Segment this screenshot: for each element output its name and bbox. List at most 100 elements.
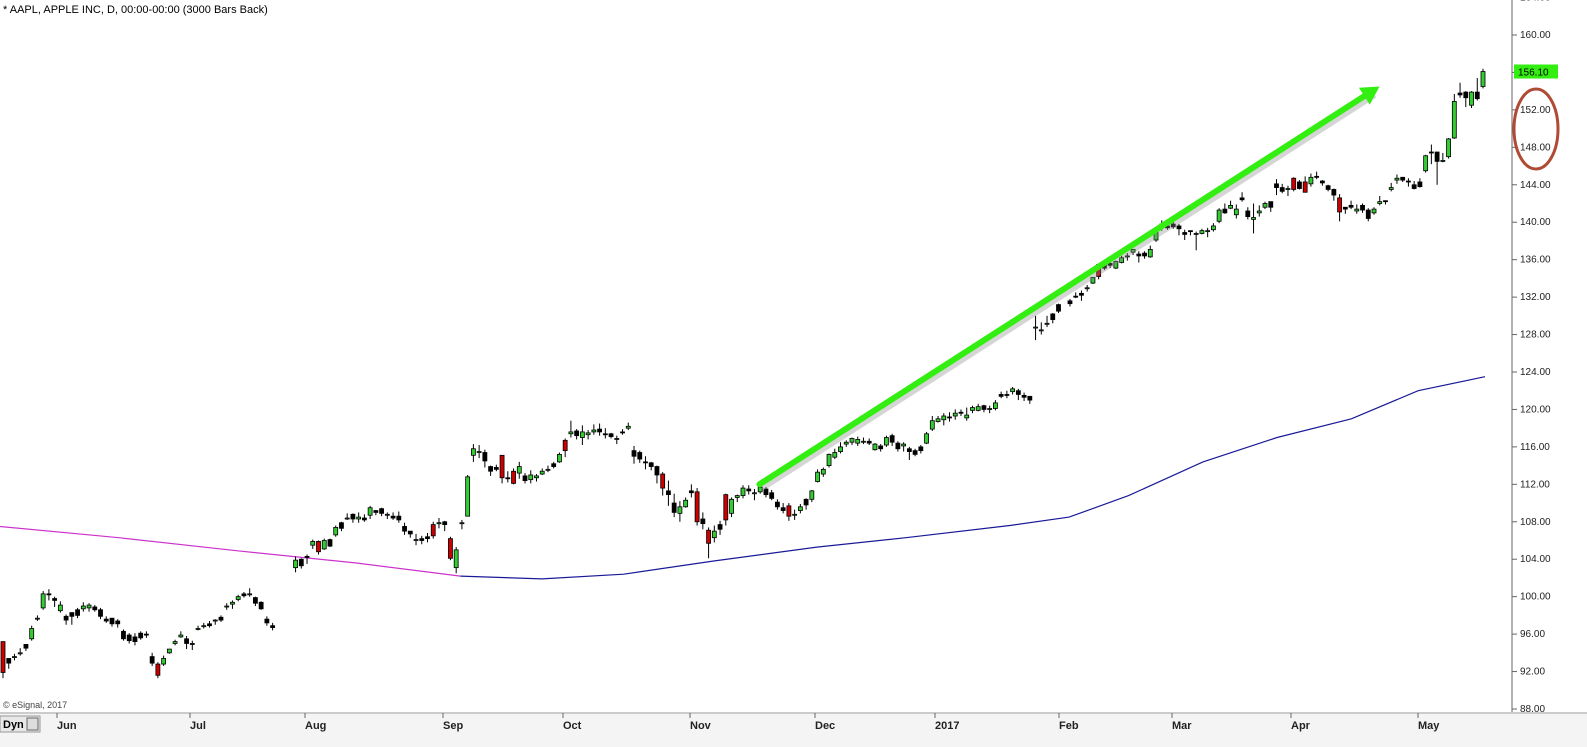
candle-body bbox=[826, 453, 832, 467]
candle-body bbox=[86, 604, 92, 609]
candle-body bbox=[912, 450, 918, 455]
y-tick-label: 112.00 bbox=[1520, 479, 1550, 490]
candle-body bbox=[1210, 225, 1216, 231]
candle-body bbox=[465, 476, 471, 517]
candle-body bbox=[809, 490, 815, 500]
candle-body bbox=[1480, 71, 1486, 87]
candle-body bbox=[660, 473, 666, 489]
candle-body bbox=[1274, 183, 1279, 188]
candle-body bbox=[1388, 187, 1394, 190]
candle-body bbox=[861, 440, 866, 443]
candle-body bbox=[361, 517, 367, 521]
candle-body bbox=[344, 517, 350, 520]
candle-body bbox=[1205, 230, 1211, 233]
dyn-button[interactable]: Dyn bbox=[0, 715, 41, 733]
candle-body bbox=[752, 492, 757, 495]
candle-body bbox=[1423, 155, 1429, 172]
candle-body bbox=[201, 625, 207, 628]
candle-body bbox=[419, 538, 425, 541]
candle-body bbox=[763, 488, 769, 496]
candle-body bbox=[901, 443, 907, 447]
candle-body bbox=[597, 428, 602, 433]
candle-body bbox=[379, 508, 385, 514]
candle-body bbox=[706, 529, 711, 544]
candle-body bbox=[189, 643, 195, 645]
candle-body bbox=[522, 475, 528, 481]
y-tick-label: 104.00 bbox=[1520, 554, 1551, 565]
candle-body bbox=[1199, 230, 1205, 234]
candle-body bbox=[1446, 138, 1451, 158]
candle-body bbox=[889, 435, 895, 443]
candle-body bbox=[247, 593, 253, 596]
candle-body bbox=[1440, 160, 1446, 162]
x-tick-label: Apr bbox=[1291, 720, 1311, 732]
candle-body bbox=[17, 652, 23, 655]
candle-body bbox=[803, 498, 809, 506]
candle-body bbox=[849, 438, 855, 443]
trend-arrow-line bbox=[756, 88, 1375, 488]
candle-body bbox=[620, 431, 625, 434]
candle-body bbox=[184, 638, 189, 644]
candle-body bbox=[339, 522, 344, 529]
candle-body bbox=[717, 524, 723, 530]
candle-body bbox=[1073, 295, 1079, 298]
candle-body bbox=[1383, 200, 1388, 203]
candle-body bbox=[482, 452, 488, 462]
candle-body bbox=[430, 524, 436, 537]
chart-title: * AAPL, APPLE INC, D, 00:00-00:00 (3000 … bbox=[3, 4, 268, 16]
candle-body bbox=[855, 438, 861, 444]
candle-body bbox=[729, 498, 734, 514]
candle-body bbox=[786, 505, 792, 517]
candle-body bbox=[499, 454, 505, 479]
y-tick-label: 136.00 bbox=[1520, 255, 1551, 266]
y-tick-label: 116.00 bbox=[1520, 442, 1550, 453]
candle-body bbox=[1090, 277, 1096, 284]
candle-body bbox=[1245, 210, 1251, 218]
candle-body bbox=[1015, 390, 1021, 395]
ma-line-pink bbox=[0, 525, 461, 577]
candle-body bbox=[46, 593, 52, 596]
candle-body bbox=[298, 558, 304, 567]
candle-body bbox=[769, 492, 775, 499]
candle-body bbox=[637, 452, 643, 460]
candle-body bbox=[448, 538, 453, 559]
candle-body bbox=[516, 466, 522, 474]
candle-body bbox=[293, 559, 298, 569]
candle-body bbox=[884, 437, 889, 446]
x-tick-label: Nov bbox=[690, 720, 712, 732]
candle-body bbox=[493, 467, 499, 470]
candle-body bbox=[453, 549, 459, 569]
candle-body bbox=[797, 506, 803, 511]
candle-body bbox=[407, 530, 413, 535]
candle-body bbox=[1268, 201, 1274, 208]
candle-body bbox=[602, 433, 608, 436]
candle-body bbox=[1084, 287, 1090, 290]
candle-body bbox=[740, 487, 746, 496]
candle-body bbox=[1079, 292, 1084, 296]
candle-body bbox=[1377, 201, 1383, 204]
candle-body bbox=[958, 411, 964, 414]
candle-body bbox=[528, 474, 534, 481]
candle-body bbox=[144, 633, 149, 636]
candle-body bbox=[1027, 395, 1033, 401]
y-tick-label: 144.00 bbox=[1520, 180, 1551, 191]
y-tick-label: 152.00 bbox=[1520, 105, 1551, 116]
candle-body bbox=[12, 656, 17, 658]
candle-body bbox=[941, 415, 947, 421]
candle-body bbox=[1406, 180, 1411, 183]
trend-arrow-head bbox=[1358, 86, 1380, 105]
candle-body bbox=[608, 433, 614, 437]
candle-body bbox=[832, 452, 838, 458]
x-tick-label: May bbox=[1418, 720, 1440, 732]
candle-body bbox=[230, 601, 235, 605]
candle-body bbox=[1417, 181, 1423, 188]
candle-body bbox=[1371, 208, 1377, 214]
candle-body bbox=[970, 407, 975, 411]
candle-body bbox=[723, 494, 729, 521]
candle-body bbox=[1262, 203, 1268, 208]
candle-body bbox=[80, 605, 86, 610]
candle-body bbox=[321, 540, 327, 550]
candle-body bbox=[1251, 217, 1256, 220]
candle-body bbox=[212, 619, 218, 622]
x-tick-label: Aug bbox=[305, 720, 326, 732]
